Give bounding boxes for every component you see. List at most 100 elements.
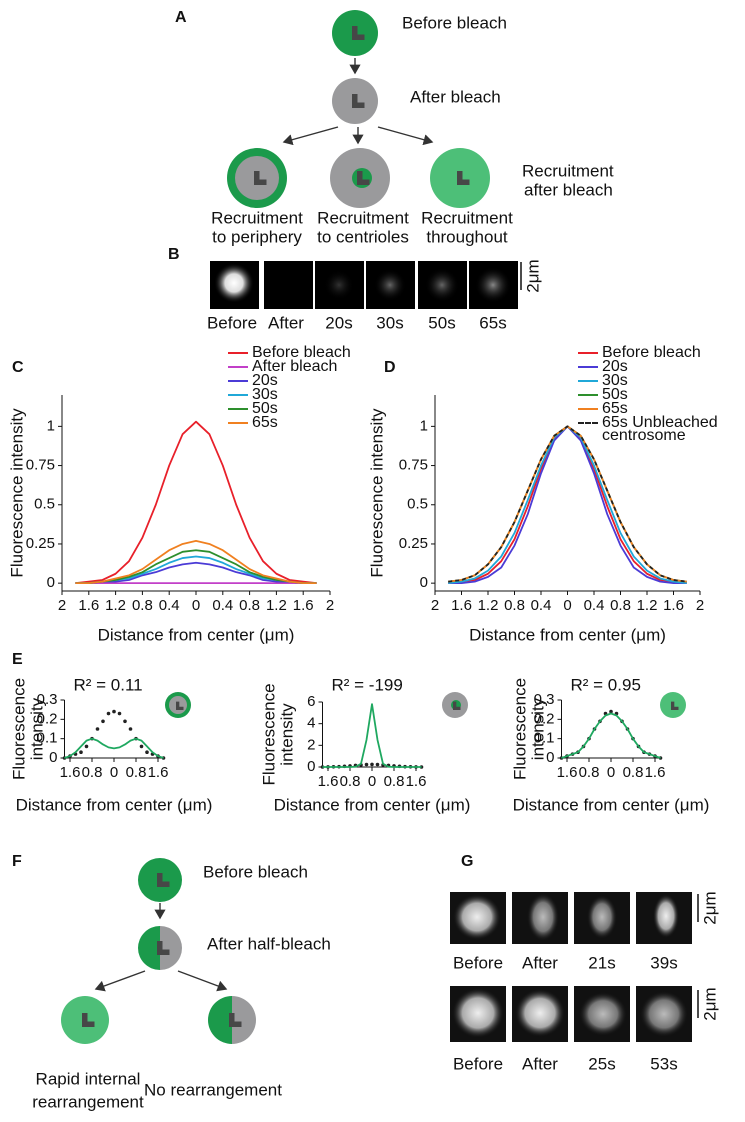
y-tick-label: 1 xyxy=(420,417,428,434)
data-point xyxy=(375,762,380,767)
legend-label: 30s xyxy=(252,386,278,403)
legend-swatch xyxy=(578,394,598,396)
legend-label: Before bleach xyxy=(602,344,701,361)
legend-label: 65s xyxy=(602,400,628,417)
series-line xyxy=(448,425,687,585)
y-tick-label: 0.2 xyxy=(534,710,555,727)
series-line xyxy=(322,703,422,768)
image-label: 39s xyxy=(650,953,677,972)
x-tick-label: 1.6 xyxy=(451,597,472,614)
y-tick-label: 0.25 xyxy=(26,535,55,552)
legend-item: 65s xyxy=(228,414,378,431)
legend: Before bleach 20s 30s 50s 65s 65s Unbleached … xyxy=(578,344,728,444)
legend-label: 65s Unbleached centrosome xyxy=(602,414,718,444)
legend-label: 20s xyxy=(252,372,278,389)
legend-swatch xyxy=(578,352,598,354)
label: Recruitment xyxy=(211,208,303,227)
data-point xyxy=(370,762,374,767)
image-label: Before xyxy=(453,953,503,972)
legend-swatch xyxy=(578,422,598,424)
x-tick-label: 0 xyxy=(563,597,571,614)
x-tick-label: 0 xyxy=(110,764,118,781)
x-tick-label: 0.8 xyxy=(239,597,260,614)
legend-swatch xyxy=(228,366,248,368)
centrosome-icon xyxy=(208,996,232,1044)
y-axis-label: intensity xyxy=(277,703,296,766)
x-tick-label: 0.8 xyxy=(579,764,600,781)
legend-label: 20s xyxy=(602,358,628,375)
x-tick-label: 0 xyxy=(192,597,200,614)
x-tick-label: 1.6 xyxy=(557,764,578,781)
panel-letter: F xyxy=(12,853,22,870)
x-tick-label: 0.8 xyxy=(623,764,644,781)
x-tick-label: 0.4 xyxy=(531,597,552,614)
chart-title: R² = 0.11 xyxy=(74,675,143,694)
x-tick-label: 1.6 xyxy=(78,597,99,614)
x-axis-label: Distance from center (μm) xyxy=(274,795,471,814)
image-label: 25s xyxy=(588,1054,615,1073)
y-tick-label: 0.5 xyxy=(407,496,428,513)
series-line xyxy=(448,425,687,583)
y-tick-label: 0.75 xyxy=(26,457,55,474)
y-tick-label: 0 xyxy=(307,758,315,775)
y-tick-label: 0.5 xyxy=(34,496,55,513)
x-tick-label: 0 xyxy=(368,773,376,790)
series-line xyxy=(75,539,317,585)
x-tick-label: 1.2 xyxy=(478,597,499,614)
data-point xyxy=(112,709,116,714)
x-axis-label: Distance from center (μm) xyxy=(513,795,710,814)
panel-letter: B xyxy=(168,246,180,263)
x-tick-label: 2 xyxy=(696,597,704,614)
label: after bleach xyxy=(524,180,613,199)
label: Rapid internal xyxy=(36,1069,141,1088)
data-point xyxy=(79,750,83,754)
series-line xyxy=(561,712,661,759)
y-tick-label: 0 xyxy=(420,574,428,591)
x-tick-label: 0.8 xyxy=(504,597,525,614)
legend-item: 50s xyxy=(228,401,378,417)
label: No rearrangement xyxy=(144,1080,282,1099)
x-tick-label: 1.6 xyxy=(406,773,427,790)
x-tick-label: 2 xyxy=(326,597,334,614)
legend-item: 20s xyxy=(228,372,378,389)
series-line xyxy=(75,561,317,585)
model-icons xyxy=(165,692,686,718)
panel-letter: G xyxy=(461,853,473,870)
legend-item: After bleach xyxy=(228,359,378,375)
image-grid-g: Before After 21s 39s 2μm Before After 25… xyxy=(450,891,719,1073)
series-line xyxy=(64,737,164,759)
y-tick-label: 0.25 xyxy=(399,535,428,552)
label: to centrioles xyxy=(317,227,409,246)
label: throughout xyxy=(426,227,508,246)
series-line xyxy=(448,425,687,585)
scale-label: 2μm xyxy=(700,891,719,924)
image-label: 53s xyxy=(650,1054,677,1073)
centrosome-icon xyxy=(160,926,182,970)
label: Recruitment xyxy=(522,161,614,180)
centrosome-icon xyxy=(232,996,256,1044)
x-tick-label: 1.6 xyxy=(318,773,339,790)
y-tick-label: 0.3 xyxy=(37,691,58,708)
label: Recruitment xyxy=(317,208,409,227)
y-axis-label: Fluorescence xyxy=(259,683,278,785)
x-tick-label: 0.4 xyxy=(159,597,180,614)
data-point xyxy=(101,719,105,724)
image-label: 20s xyxy=(325,313,352,332)
y-tick-label: 6 xyxy=(307,693,315,710)
legend-label: 50s xyxy=(602,386,628,403)
diagram-a: Before bleach After bleach Recruitment t… xyxy=(211,10,614,246)
x-tick-label: 1.6 xyxy=(148,764,169,781)
x-tick-label: 0.8 xyxy=(610,597,631,614)
y-tick-label: 0.1 xyxy=(534,730,555,747)
y-axis-label: Fluorescence xyxy=(510,678,529,780)
data-point xyxy=(84,744,89,749)
arrow xyxy=(282,126,339,146)
image-label: After xyxy=(522,953,558,972)
image-label: 50s xyxy=(428,313,455,332)
legend-swatch xyxy=(228,380,248,382)
legend-label: Before bleach xyxy=(252,344,351,361)
y-tick-label: 4 xyxy=(307,715,315,732)
y-axis-label: intensity xyxy=(528,697,547,760)
legend-label: 65s xyxy=(252,414,278,431)
x-tick-label: 0 xyxy=(607,764,615,781)
